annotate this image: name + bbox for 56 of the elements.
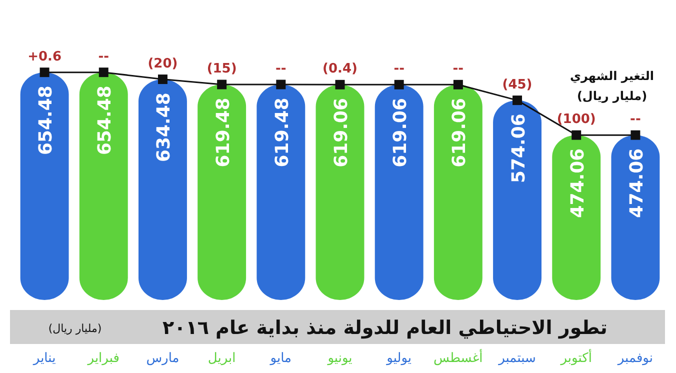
x-tick-label: فبراير [86, 351, 120, 366]
x-tick-label: نوفمبر [616, 351, 654, 366]
bar [434, 84, 482, 300]
point [394, 80, 404, 90]
point [630, 130, 640, 140]
x-tick-label: سبتمبر [498, 351, 536, 366]
x-tick-label: أكتوبر [560, 349, 592, 366]
data-label: 654.48 [94, 86, 116, 156]
data-label: 654.48 [36, 86, 57, 156]
x-tick-label: مارس [146, 351, 180, 366]
point [98, 68, 108, 78]
bar [198, 84, 246, 300]
text: التغير الشهري [570, 69, 654, 83]
point [512, 96, 522, 106]
data-label: 574.06 [508, 114, 530, 184]
point [572, 130, 582, 140]
data-label: 619.48 [272, 98, 293, 168]
bar [374, 84, 424, 300]
x-tick-label: مايو [269, 351, 292, 366]
x-tick-label: يناير [32, 351, 56, 366]
annotation: -- [276, 61, 286, 76]
annotation: +0.6 [28, 49, 62, 64]
x-tick-label: أغسطس [434, 349, 483, 366]
text: (مليار ريال) [48, 322, 102, 335]
data-label: 619.48 [212, 98, 234, 168]
point [276, 80, 286, 90]
x-tick-label: يوليو [386, 351, 412, 366]
text: (مليار ريال) [576, 89, 648, 103]
text: تطور الاحتياطي العام للدولة منذ بداية عام ٢٠١٦ [162, 317, 608, 339]
data-label: 474.06 [567, 148, 588, 218]
x-tick-label: ابريل [208, 351, 236, 366]
bar [138, 79, 187, 300]
bar [20, 72, 69, 300]
point [40, 68, 50, 78]
x-tick-label: يونيو [326, 351, 353, 366]
annotation: (100) [556, 112, 596, 128]
bar [316, 84, 364, 300]
point [335, 80, 345, 90]
data-label: 474.06 [626, 148, 648, 218]
point [158, 74, 168, 84]
annotation: -- [452, 62, 464, 77]
data-label: 619.06 [390, 98, 412, 168]
annotation: -- [98, 49, 110, 64]
data-label: 619.06 [331, 98, 352, 168]
point [217, 80, 227, 90]
data-label: 619.06 [449, 98, 470, 168]
bar [256, 84, 306, 300]
annotation: (45) [502, 77, 532, 92]
annotation: (15) [206, 61, 237, 76]
bar [79, 72, 128, 300]
annotation: (20) [148, 56, 178, 72]
annotation: -- [394, 62, 404, 77]
data-label: 634.48 [154, 92, 175, 162]
point [453, 80, 463, 90]
annotation: (0.4) [322, 62, 358, 77]
annotation: -- [630, 112, 641, 128]
